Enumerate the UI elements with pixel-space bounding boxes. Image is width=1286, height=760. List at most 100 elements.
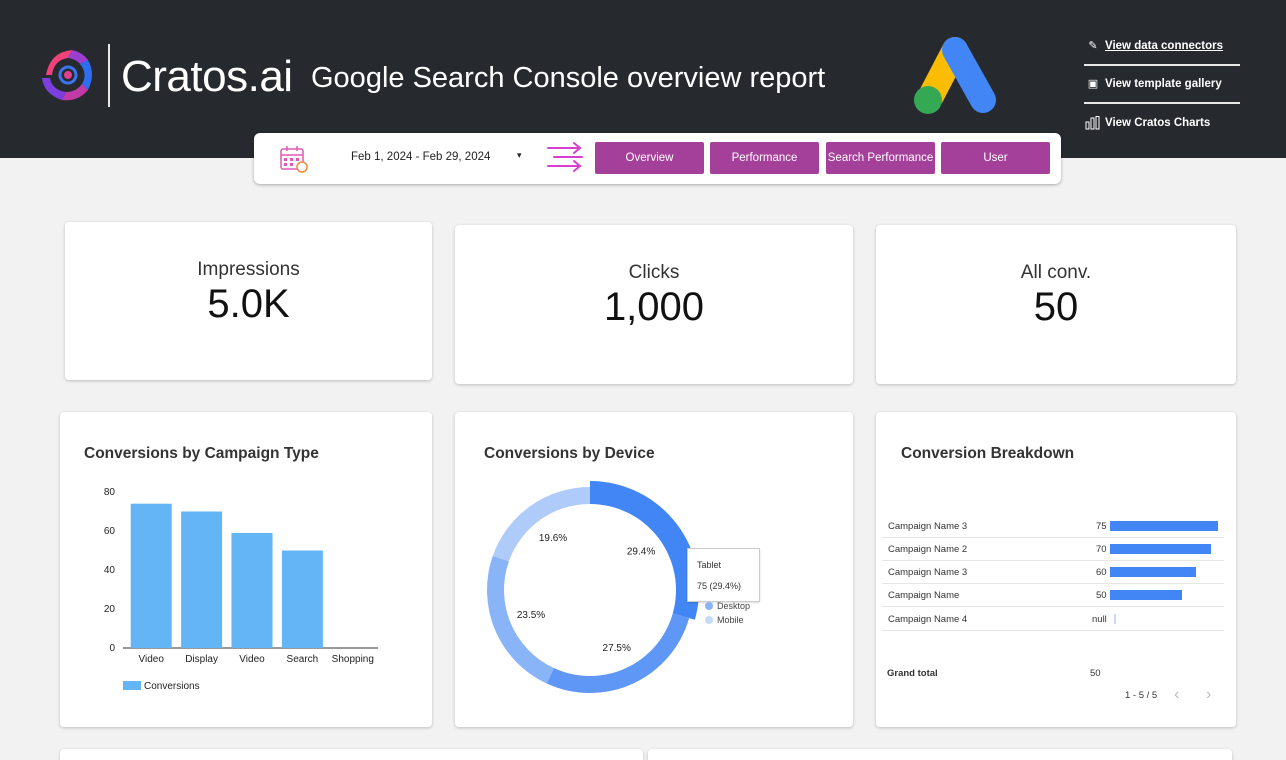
row-bar [1110, 567, 1197, 577]
row-name: Campaign Name 3 [888, 521, 968, 532]
conversion-breakdown-card: Conversion Breakdown Campaign Name 3 75 … [876, 412, 1236, 727]
x-tick-label: Video [239, 654, 265, 665]
legend-label: Desktop [717, 601, 751, 611]
legend-item-desktop[interactable]: Desktop [705, 601, 750, 611]
row-name: Campaign Name [888, 590, 960, 601]
row-bar [1114, 614, 1116, 624]
user-button[interactable]: User [941, 142, 1050, 174]
view-data-connectors-link[interactable]: ✎ View data connectors [1084, 28, 1240, 66]
next-page-icon[interactable]: › [1206, 686, 1212, 703]
header-links: ✎ View data connectors ▣ View template g… [1084, 28, 1240, 142]
gallery-icon: ▣ [1087, 78, 1099, 90]
campaign-type-bar-chart: 0 20 40 60 80 Video Display Video Search Shopping… [104, 487, 378, 692]
x-tick-label: Video [138, 654, 164, 665]
legend-label: Mobile [717, 615, 744, 625]
device-chart-card: Conversions by Device 29.4% 27.5% 23.5% 19.… [455, 412, 853, 727]
all-conversions-card: All conv. 50 [876, 225, 1236, 384]
campaign-type-chart-card: Conversions by Campaign Type 0 20 40 60 80 Vi… [60, 412, 432, 727]
y-tick-label: 40 [104, 565, 116, 576]
date-range-picker[interactable]: Feb 1, 2024 - Feb 29, 2024 [351, 151, 491, 163]
row-value: 75 [1096, 521, 1107, 532]
logo-divider [108, 44, 110, 107]
kpi-value: 1,000 [603, 285, 705, 329]
row-bar [1110, 590, 1182, 600]
y-tick-label: 60 [104, 526, 116, 537]
view-template-gallery-link[interactable]: ▣ View template gallery [1084, 66, 1240, 104]
performance-button[interactable]: Performance [710, 142, 819, 174]
bar[interactable] [130, 503, 172, 648]
x-tick-label: Shopping [332, 654, 374, 665]
row-value: 50 [1096, 590, 1107, 601]
x-tick-label: Search [287, 654, 319, 665]
row-name: Campaign Name 2 [888, 544, 968, 555]
grand-total-label: Grand total [887, 668, 938, 679]
slice-label: 23.5% [517, 610, 545, 621]
row-name: Campaign Name 3 [888, 567, 968, 578]
slice-label: 19.6% [539, 533, 567, 544]
chevron-down-icon[interactable]: ▾ [517, 150, 522, 160]
legend-item-mobile[interactable]: Mobile [705, 615, 744, 625]
bottom-card-right [648, 749, 1232, 760]
row-value: 60 [1096, 567, 1107, 578]
legend-dot [705, 616, 713, 624]
view-cratos-charts-link[interactable]: View Cratos Charts [1084, 104, 1240, 142]
table-row[interactable]: Campaign Name 50 [882, 584, 1224, 607]
pagination-label: 1 - 5 / 5 [1125, 690, 1158, 701]
row-name: Campaign Name 4 [888, 614, 968, 625]
row-value: 70 [1096, 544, 1107, 555]
grand-total-value: 50 [1090, 668, 1101, 679]
bar-chart-icon [1084, 116, 1102, 130]
row-value: null [1092, 614, 1107, 625]
bar[interactable] [181, 511, 223, 649]
overview-button[interactable]: Overview [595, 142, 704, 174]
slice-label: 27.5% [603, 643, 631, 654]
y-tick-label: 80 [104, 487, 116, 498]
table-row[interactable]: Campaign Name 3 60 [882, 561, 1224, 584]
donut-slice[interactable] [590, 481, 699, 620]
link-label: View Cratos Charts [1105, 117, 1211, 129]
kpi-label: All conv. [1020, 262, 1092, 283]
row-bar [1110, 544, 1211, 554]
device-donut-chart: 29.4% 27.5% 23.5% 19.6% [487, 481, 699, 693]
y-tick-label: 0 [109, 643, 115, 654]
chart-tooltip: Tablet 75 (29.4%) [687, 548, 760, 602]
brand-name: Cratos.ai [121, 52, 293, 101]
clicks-card: Clicks 1,000 [455, 225, 853, 384]
table-row[interactable]: Campaign Name 4 null [882, 608, 1224, 631]
impressions-card: Impressions 5.0K [65, 222, 432, 380]
x-tick-label: Display [185, 654, 218, 665]
table-row[interactable]: Campaign Name 3 75 [882, 515, 1224, 538]
report-header: Cratos.ai Google Search Console overview… [0, 0, 1286, 158]
donut-slice[interactable] [487, 555, 554, 684]
kpi-label: Clicks [628, 262, 680, 283]
kpi-value: 5.0K [207, 282, 290, 326]
search-performance-button[interactable]: Search Performance [826, 142, 935, 174]
kpi-label: Impressions [197, 259, 300, 280]
chart-title: Conversions by Device [484, 445, 655, 462]
cratos-logo-icon [42, 50, 92, 101]
plug-icon: ✎ [1088, 40, 1098, 52]
link-label: View template gallery [1105, 78, 1222, 90]
chart-title: Conversion Breakdown [901, 445, 1075, 462]
bottom-card-left [60, 749, 643, 760]
donut-slice[interactable] [546, 613, 690, 693]
prev-page-icon[interactable]: ‹ [1174, 686, 1180, 703]
bar[interactable] [231, 532, 273, 648]
tooltip-value: 75 (29.4%) [697, 581, 742, 591]
bar[interactable] [281, 550, 323, 649]
chart-title: Conversions by Campaign Type [84, 445, 319, 462]
tooltip-title: Tablet [697, 560, 722, 570]
link-label: View data connectors [1105, 40, 1224, 52]
y-tick-label: 20 [104, 604, 116, 615]
slice-label: 29.4% [627, 546, 655, 557]
legend-dot [705, 602, 713, 610]
row-bar [1110, 521, 1218, 531]
filter-bar: Feb 1, 2024 - Feb 29, 2024 ▾ Overview Pe… [254, 133, 1061, 184]
legend-swatch [123, 681, 141, 690]
donut-slice[interactable] [492, 487, 590, 562]
arrows-right-icon [547, 142, 583, 172]
google-ads-logo-icon [914, 37, 996, 114]
table-row[interactable]: Campaign Name 2 70 [882, 538, 1224, 561]
calendar-icon[interactable] [279, 145, 309, 173]
kpi-value: 50 [1033, 285, 1079, 329]
